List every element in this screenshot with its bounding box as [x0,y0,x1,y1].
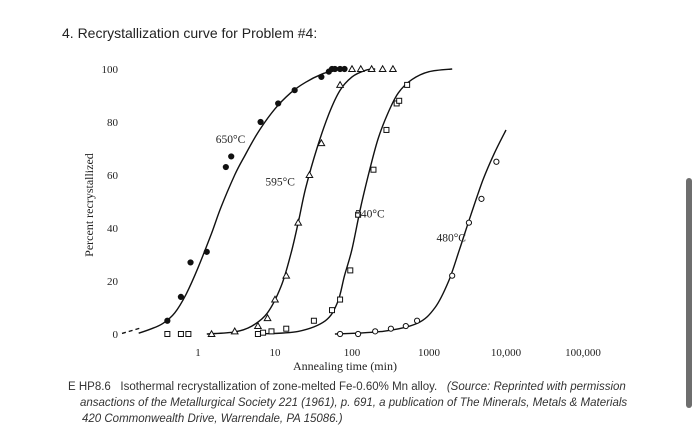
data-point-540c [164,331,171,337]
data-point-540c [177,331,184,337]
y-tick-label: 100 [102,64,119,76]
caption-figure-label: E HP8.6 [68,381,111,393]
data-point-595c [263,313,272,322]
scrollbar[interactable] [686,178,692,408]
x-tick-label: 100 [344,347,361,359]
data-point-650c [222,163,229,171]
data-point-480c [336,330,344,338]
data-point-595c [253,321,263,330]
x-tick-label: 1000 [418,347,441,359]
data-point-480c [493,158,500,165]
data-point-650c [341,65,348,73]
caption-line-1: E HP8.6 Isothermal recrystallization of … [68,381,626,393]
series-label-650c: 650°C [216,134,246,146]
data-point-480c [387,325,394,332]
data-point-540c [370,166,377,173]
data-point-650c [177,293,185,300]
y-tick-label: 0 [113,329,119,341]
data-point-540c [404,81,411,88]
y-tick-label: 60 [107,170,119,182]
y-tick-label: 20 [107,276,119,288]
data-point-540c [329,307,336,314]
caption-line-3: 420 Commonwealth Drive, Warrendale, PA 1… [82,413,343,425]
data-point-650c [228,153,235,160]
data-point-650c [203,248,210,255]
data-point-540c [347,267,354,274]
x-tick-label: 10 [270,347,282,359]
caption-text: Isothermal recrystallization of zone-mel… [120,381,438,393]
data-point-650c [318,73,325,81]
x-tick-label: 10,000 [491,347,522,359]
data-point-480c [402,322,409,330]
curve-595c [206,68,376,335]
data-point-540c [260,329,267,336]
curve-650c [138,68,345,334]
data-point-595c [305,170,314,178]
data-point-595c [270,295,280,303]
origin-dash-line [121,327,141,335]
data-point-595c [282,271,291,279]
data-point-480c [465,219,473,226]
series-label-480c: 480°C [436,232,466,244]
data-point-480c [354,330,362,338]
data-point-540c [268,328,275,335]
x-tick-label: 1 [195,347,201,359]
data-point-480c [478,195,485,202]
data-point-540c [355,211,362,218]
data-point-540c [383,126,390,133]
caption-line-2: ansactions of the Metallurgical Society … [80,397,628,409]
y-tick-label: 40 [107,223,119,235]
data-point-595c [230,327,239,335]
series-label-540c: 540°C [355,208,385,220]
data-point-650c [291,87,298,94]
x-tick-label: 100,000 [565,347,601,359]
y-axis-label: Percent recrystallized [82,153,96,257]
data-point-595c [388,64,398,72]
data-point-650c [164,317,171,324]
curve-540c [257,68,453,335]
data-point-595c [335,80,345,88]
data-point-595c [317,138,326,147]
y-tick-label: 80 [107,117,119,129]
data-point-480c [413,317,421,324]
data-point-540c [396,97,403,104]
data-point-480c [449,272,456,279]
data-point-650c [257,118,264,126]
data-point-540c [254,331,261,337]
data-point-650c [275,100,282,107]
data-point-650c [187,259,194,266]
data-point-540c [283,325,290,332]
problem-heading: 4. Recrystallization curve for Problem #… [62,25,318,41]
data-point-540c [337,296,344,303]
data-point-595c [367,64,376,72]
data-point-540c [310,317,317,324]
data-point-595c [207,329,216,337]
data-point-595c [294,218,303,226]
data-point-595c [347,64,357,72]
data-point-540c [185,331,192,337]
curve-480c [334,129,507,335]
x-axis-label: Annealing time (min) [293,359,397,373]
data-point-650c [331,65,339,73]
data-point-480c [372,328,379,335]
series-label-595c: 595°C [265,177,295,189]
data-point-595c [378,64,387,72]
caption-source: (Source: Reprinted with permission [446,381,626,393]
data-point-595c [356,64,365,72]
